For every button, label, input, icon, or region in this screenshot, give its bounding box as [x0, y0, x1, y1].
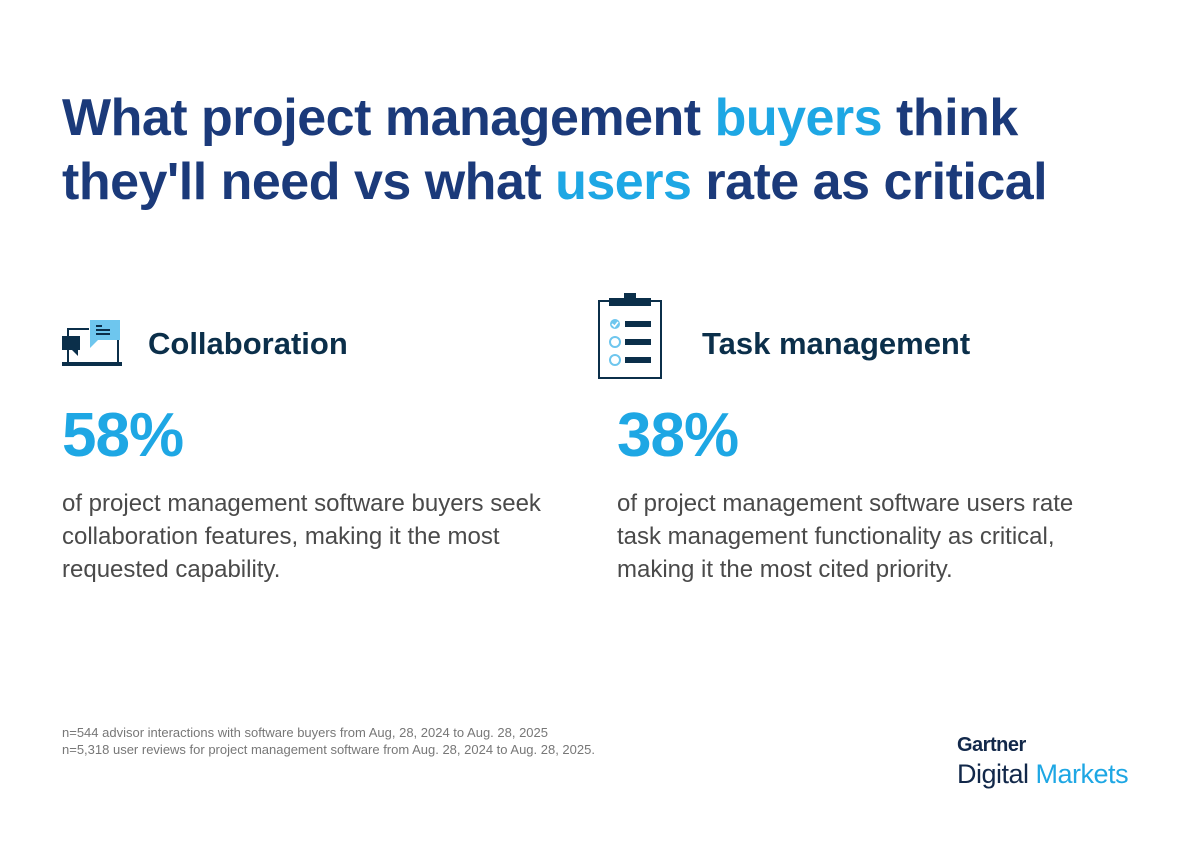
stat-description: of project management software buyers se…	[62, 490, 541, 583]
page-title: What project management buyers think the…	[62, 86, 1162, 214]
title-text: think	[882, 89, 1018, 147]
footnote: n=544 advisor interactions with software…	[62, 725, 548, 740]
logo-product-accent: Markets	[1035, 759, 1129, 789]
clipboard-checklist-icon	[598, 293, 662, 379]
logo-product: Digital Markets	[957, 759, 1129, 790]
stat-description: of project management software users rat…	[617, 490, 1074, 583]
title-accent-buyers: buyers	[714, 89, 883, 147]
title-accent-users: users	[555, 153, 692, 211]
gartner-digital-markets-logo: Gartner Digital Markets	[957, 734, 1129, 790]
stat-percent: 58%	[62, 401, 184, 470]
title-text: they'll need vs what	[62, 153, 556, 211]
logo-product-dark: Digital	[957, 759, 1029, 789]
stat-heading: Task management	[702, 326, 971, 361]
title-text: What project management	[62, 89, 715, 147]
footnotes: n=544 advisor interactions with software…	[62, 724, 595, 758]
stat-percent: 38%	[617, 401, 739, 470]
footnote: n=5,318 user reviews for project managem…	[62, 742, 595, 757]
stat-heading: Collaboration	[148, 326, 348, 361]
title-text: rate as critical	[691, 153, 1048, 211]
collaboration-chat-icon	[62, 320, 122, 366]
logo-brand: Gartner	[957, 734, 1026, 756]
